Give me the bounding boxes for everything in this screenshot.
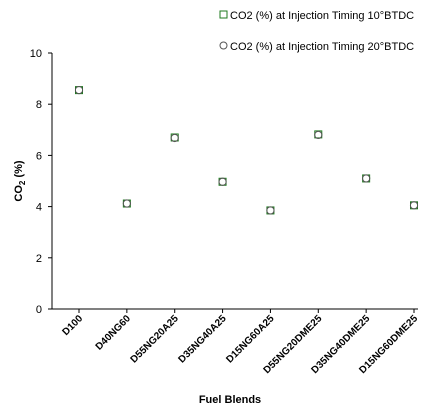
- legend-label-10btdc: CO2 (%) at Injection Timing 10°BTDC: [230, 10, 414, 22]
- y-tick-label: 8: [36, 99, 42, 111]
- point-20btdc-d40ng60: [122, 199, 131, 208]
- legend-label-20btdc: CO2 (%) at Injection Timing 20°BTDC: [230, 41, 414, 53]
- point-20btdc-d15ng60dme25: [409, 201, 419, 210]
- x-axis-title: Fuel Blends: [199, 394, 261, 406]
- legend-circle-marker: [219, 41, 228, 50]
- x-category-label: D55NG20A25: [129, 313, 182, 366]
- x-category-label: D100: [60, 313, 85, 338]
- point-20btdc-d35ng40dme25: [362, 174, 371, 183]
- data-points: [74, 86, 419, 215]
- x-category-label: D40NG60: [94, 313, 134, 353]
- x-ticks: D100 D40NG60D55NG20A25D35NG40A25D15NG60A2…: [60, 309, 420, 376]
- y-tick-label: 4: [36, 202, 42, 214]
- y-tick-label: 6: [36, 150, 42, 162]
- y-ticks: 0 2 4 6 8 10: [30, 48, 52, 316]
- y-tick-label: 0: [36, 304, 42, 316]
- y-axis-title: CO2 (%): [13, 160, 27, 201]
- legend-square-marker: [219, 10, 228, 19]
- axes: [51, 53, 418, 310]
- point-20btdc-d35ng40a25: [218, 177, 227, 186]
- y-tick-label: 10: [30, 48, 42, 60]
- point-20btdc-d55ng20dme25: [314, 130, 323, 140]
- legend: CO2 (%) at Injection Timing 10°BTDC CO2 …: [219, 10, 414, 53]
- point-20btdc-d100: [74, 86, 84, 95]
- y-tick-label: 2: [36, 253, 42, 265]
- point-20btdc-d55ng20a25: [170, 133, 179, 143]
- x-category-label: D15NG60A25: [224, 313, 277, 366]
- x-category-label: D35NG40A25: [176, 313, 229, 366]
- point-20btdc-d15ng60a25: [266, 206, 275, 215]
